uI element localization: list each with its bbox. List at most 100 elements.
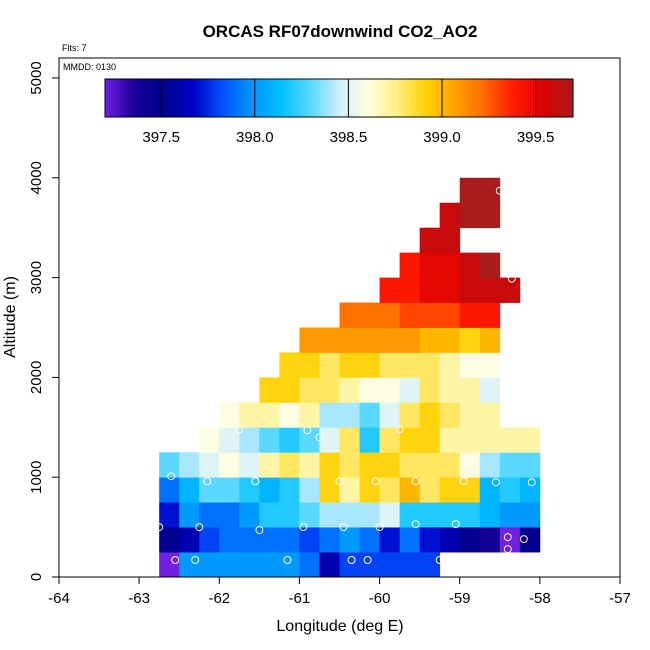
heatmap-cell — [399, 327, 421, 353]
heatmap-cell — [239, 452, 260, 478]
heatmap-cell — [359, 327, 380, 353]
x-tick-label: -60 — [369, 590, 391, 607]
colorbar-tick-label: 398.0 — [236, 129, 274, 146]
heatmap-cell — [399, 527, 421, 553]
heatmap-cell — [199, 477, 220, 503]
heatmap-cell — [299, 477, 320, 503]
colorbar-tick-label: 398.5 — [330, 129, 368, 146]
heatmap-cell — [359, 477, 380, 503]
sample-point — [191, 556, 200, 564]
heatmap-cell — [279, 477, 300, 503]
sample-point — [203, 477, 212, 486]
heatmap-cell — [399, 352, 421, 378]
y-tick-label: 4000 — [28, 161, 45, 194]
heatmap-cell — [439, 327, 461, 353]
sample-point — [395, 425, 404, 434]
heatmap-cell — [439, 452, 461, 478]
sample-point — [167, 472, 176, 481]
heatmap-cell — [239, 552, 260, 578]
heatmap-cell — [339, 552, 360, 578]
heatmap-cell — [439, 377, 461, 403]
heatmap-cell — [219, 527, 240, 553]
colorbar-gradient — [104, 78, 574, 118]
sample-point — [411, 520, 420, 529]
sample-point — [155, 523, 164, 532]
heatmap-cell — [479, 377, 501, 403]
heatmap-cell — [419, 552, 441, 578]
heatmap-cell — [379, 477, 401, 503]
sample-point — [299, 523, 308, 532]
heatmap-cell — [459, 202, 481, 229]
heatmap-cell — [339, 377, 360, 403]
heatmap-cell — [319, 327, 340, 353]
heatmap-cell — [439, 502, 461, 528]
heatmap-cell — [179, 452, 200, 478]
colorbar-ticks: 397.5 398.0 398.5 399.0 399.5 — [142, 79, 554, 146]
heatmap-cell — [399, 427, 421, 453]
sample-point — [503, 545, 512, 554]
heatmap-cell — [419, 352, 441, 378]
heatmap-cell — [399, 252, 421, 278]
heatmap-cell — [479, 452, 501, 478]
sample-point — [507, 274, 516, 283]
heatmap-cell — [359, 352, 380, 378]
heatmap-cell — [379, 427, 401, 453]
heatmap-cell — [279, 377, 300, 403]
heatmap-cell — [319, 452, 340, 478]
x-tick-label: -61 — [289, 590, 311, 607]
heatmap-cell — [419, 427, 441, 453]
heatmap-cell — [419, 452, 441, 478]
heatmap-cell — [419, 477, 441, 503]
heatmap-cell — [219, 452, 240, 478]
heatmap-cell — [299, 527, 320, 553]
heatmap-cell — [379, 527, 401, 553]
heatmap-cell — [179, 502, 200, 528]
sample-point — [207, 431, 216, 440]
heatmap-cell — [479, 527, 501, 553]
heatmap-cell — [399, 277, 421, 303]
heatmap-cell — [299, 552, 320, 578]
heatmap-cell — [379, 302, 401, 328]
heatmap-cell — [279, 427, 300, 453]
heatmap-cell — [399, 377, 421, 403]
sample-point — [491, 478, 500, 487]
heatmap-cell — [479, 477, 501, 503]
plot-frame — [58, 57, 621, 578]
sample-point — [171, 556, 180, 564]
heatmap-cell — [319, 402, 340, 428]
heatmap-cell — [479, 427, 501, 453]
heatmap-cell — [379, 552, 401, 578]
heatmap-cell — [259, 552, 280, 578]
heatmap-cell — [479, 352, 501, 378]
heatmap-cell — [259, 477, 280, 503]
heatmap-cell — [239, 477, 260, 503]
heatmap-cell — [459, 252, 481, 278]
y-axis-label: Altitude (m) — [2, 276, 19, 358]
heatmap-cell — [359, 552, 380, 578]
heatmap-cell — [219, 477, 240, 503]
heatmap-cell — [239, 427, 260, 453]
x-tick-label: -62 — [208, 590, 230, 607]
heatmap-cell — [519, 427, 541, 453]
heatmap-cell — [299, 427, 320, 453]
heatmap-cell — [339, 327, 360, 353]
heatmap-cell — [419, 402, 441, 428]
heatmap-cell — [439, 527, 461, 553]
sample-point — [195, 523, 204, 532]
heatmap-cell — [359, 452, 380, 478]
heatmap-cell — [419, 277, 441, 303]
heatmap-cell — [439, 227, 461, 254]
heatmap-cell — [219, 402, 240, 428]
heatmap-cell — [399, 452, 421, 478]
heatmap-cell — [159, 452, 180, 478]
sample-point — [363, 556, 372, 564]
heatmap-cell — [319, 427, 340, 453]
sample-point — [283, 556, 292, 564]
heatmap-cell — [259, 527, 280, 553]
heatmap-cell — [319, 477, 340, 503]
sample-point — [339, 523, 348, 532]
heatmap-cell — [459, 302, 481, 328]
heatmap-cell — [499, 452, 521, 478]
heatmap-cell — [479, 402, 501, 428]
